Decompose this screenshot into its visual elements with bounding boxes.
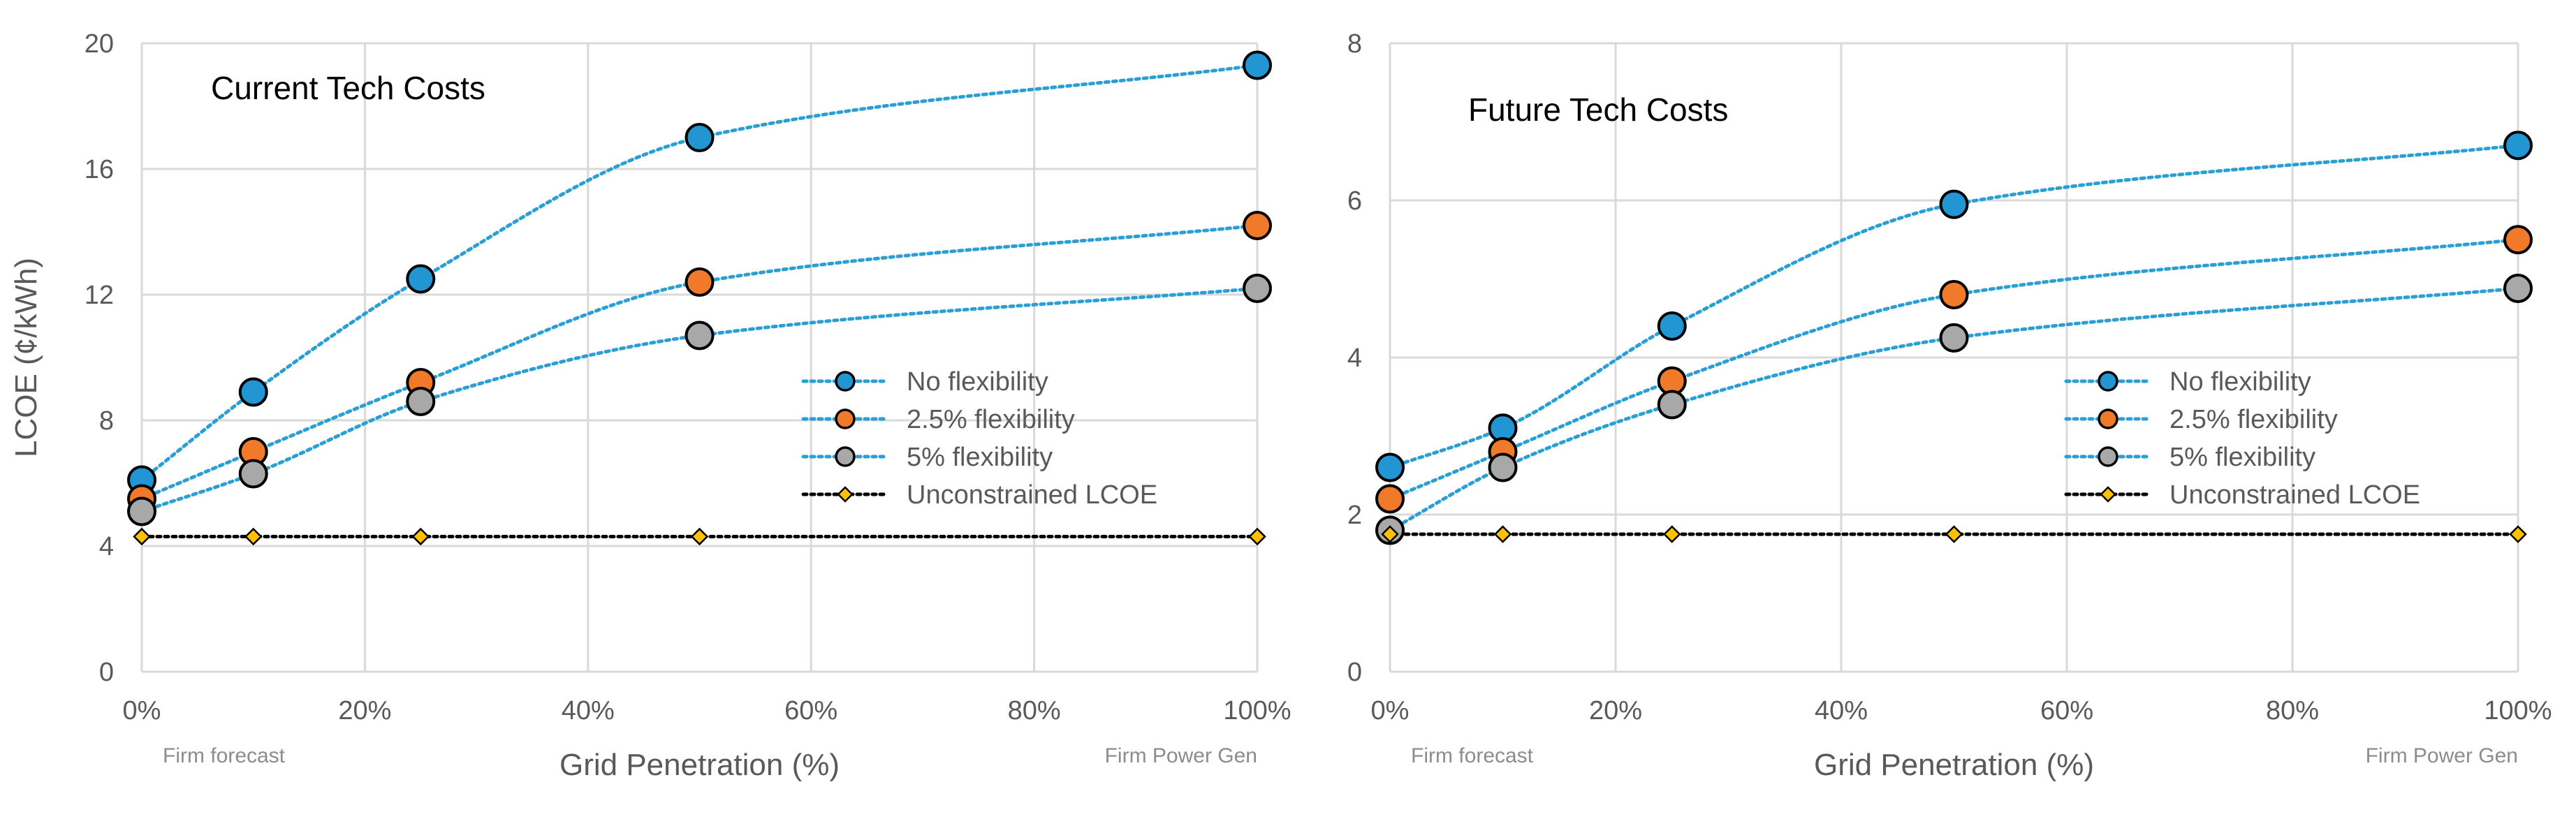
legend-marker-2-5-flexibility — [835, 408, 856, 429]
y-tick-label: 0 — [1347, 658, 1362, 687]
marker-unconstrained-lcoe — [133, 527, 151, 546]
series-markers — [1375, 131, 2533, 545]
marker-no-flexibility — [1939, 189, 1969, 219]
x-tick-label: 0% — [123, 696, 161, 725]
marker-5-flexibility — [127, 496, 156, 526]
marker-5-flexibility — [1657, 390, 1687, 420]
gridlines — [1389, 42, 2519, 673]
x-tick-label: 40% — [1815, 696, 1868, 725]
marker-no-flexibility — [238, 377, 268, 407]
marker-2-5-flexibility — [1375, 484, 1405, 514]
marker-2-5-flexibility — [685, 267, 715, 297]
legend: No flexibility 2.5% flexibility 5% flexibi… — [801, 367, 1157, 510]
legend-marker-no-flexibility — [835, 371, 856, 392]
x-annotation-firm-power-gen: Firm Power Gen — [2366, 744, 2518, 767]
y-tick-label: 4 — [1347, 344, 1362, 373]
y-tick-label: 20 — [85, 29, 114, 59]
x-tick-label: 20% — [338, 696, 391, 725]
x-tick-label: 80% — [2266, 696, 2319, 725]
legend: No flexibility 2.5% flexibility 5% flexibi… — [2064, 367, 2420, 510]
marker-unconstrained-lcoe — [1493, 525, 1512, 543]
legend-label-unconstrained-lcoe: Unconstrained LCOE — [907, 480, 1157, 510]
y-tick-label: 8 — [1347, 29, 1362, 59]
x-tick-label: 100% — [1223, 696, 1291, 725]
marker-no-flexibility — [2503, 131, 2533, 161]
y-tick-label: 2 — [1347, 501, 1362, 530]
marker-5-flexibility — [2503, 274, 2533, 303]
marker-unconstrained-lcoe — [1248, 527, 1266, 546]
marker-2-5-flexibility — [1939, 280, 1969, 309]
marker-5-flexibility — [238, 459, 268, 489]
x-tick-label: 40% — [562, 696, 615, 725]
x-axis-title: Grid Penetration (%) — [1814, 748, 2094, 782]
y-axis-title: LCOE (¢/kWh) — [9, 258, 43, 457]
series-markers — [127, 50, 1272, 546]
marker-5-flexibility — [1488, 452, 1518, 482]
series-line-2-5-flexibility — [1388, 237, 2520, 501]
marker-unconstrained-lcoe — [690, 527, 709, 546]
x-tick-label: 20% — [1589, 696, 1642, 725]
gridlines — [140, 42, 1259, 673]
tick-labels: 0 4 8 12 16 20 0% 20% 40% 60% 80% 100% — [85, 29, 1291, 725]
y-tick-label: 12 — [85, 281, 114, 310]
legend-label-no-flexibility: No flexibility — [907, 367, 1048, 397]
y-tick-label: 4 — [99, 532, 114, 561]
marker-2-5-flexibility — [1243, 211, 1272, 240]
x-axis-title: Grid Penetration (%) — [559, 748, 840, 782]
legend-marker-2-5-flexibility — [2098, 408, 2118, 429]
chart-current-tech-costs: 0 4 8 12 16 20 0% 20% 40% 60% 80% 100% Firm forecast… — [9, 29, 1291, 782]
legend-marker-no-flexibility — [2098, 371, 2118, 392]
marker-no-flexibility — [1243, 50, 1272, 80]
marker-no-flexibility — [1657, 311, 1687, 341]
marker-unconstrained-lcoe — [411, 527, 430, 546]
y-tick-label: 16 — [85, 155, 114, 184]
legend-label-2-5-flexibility: 2.5% flexibility — [2169, 405, 2338, 434]
marker-no-flexibility — [685, 123, 715, 152]
x-tick-label: 60% — [2040, 696, 2093, 725]
chart-title: Current Tech Costs — [211, 70, 485, 106]
legend-marker-5-flexibility — [835, 446, 856, 467]
marker-5-flexibility — [685, 320, 715, 351]
legend-marker-unconstrained-lcoe — [2100, 486, 2116, 503]
marker-unconstrained-lcoe — [1662, 525, 1681, 543]
marker-unconstrained-lcoe — [2509, 525, 2527, 543]
marker-unconstrained-lcoe — [244, 527, 263, 546]
legend-marker-5-flexibility — [2098, 446, 2118, 467]
marker-2-5-flexibility — [2503, 225, 2533, 255]
chart-title: Future Tech Costs — [1468, 91, 1728, 128]
y-tick-label: 8 — [99, 406, 114, 436]
x-annotation-firm-forecast: Firm forecast — [163, 744, 286, 767]
legend-label-unconstrained-lcoe: Unconstrained LCOE — [2169, 480, 2420, 510]
marker-no-flexibility — [1375, 452, 1405, 482]
legend-label-2-5-flexibility: 2.5% flexibility — [907, 405, 1075, 434]
marker-5-flexibility — [1939, 323, 1969, 353]
marker-no-flexibility — [406, 264, 436, 294]
legend-label-no-flexibility: No flexibility — [2169, 367, 2311, 397]
series-line-2-5-flexibility — [140, 223, 1259, 501]
legend-label-5-flexibility: 5% flexibility — [2169, 443, 2315, 472]
legend-marker-unconstrained-lcoe — [837, 486, 854, 503]
y-tick-label: 0 — [99, 658, 114, 687]
x-annotation-firm-forecast: Firm forecast — [1411, 744, 1534, 767]
legend-label-5-flexibility: 5% flexibility — [907, 443, 1053, 472]
marker-5-flexibility — [1243, 274, 1272, 303]
x-annotation-firm-power-gen: Firm Power Gen — [1105, 744, 1257, 767]
marker-unconstrained-lcoe — [1381, 525, 1399, 543]
marker-5-flexibility — [406, 387, 436, 416]
x-tick-label: 60% — [784, 696, 837, 725]
x-tick-label: 100% — [2484, 696, 2552, 725]
x-tick-label: 0% — [1371, 696, 1410, 725]
y-tick-label: 6 — [1347, 186, 1362, 216]
x-tick-label: 80% — [1008, 696, 1061, 725]
marker-unconstrained-lcoe — [1945, 525, 1963, 543]
